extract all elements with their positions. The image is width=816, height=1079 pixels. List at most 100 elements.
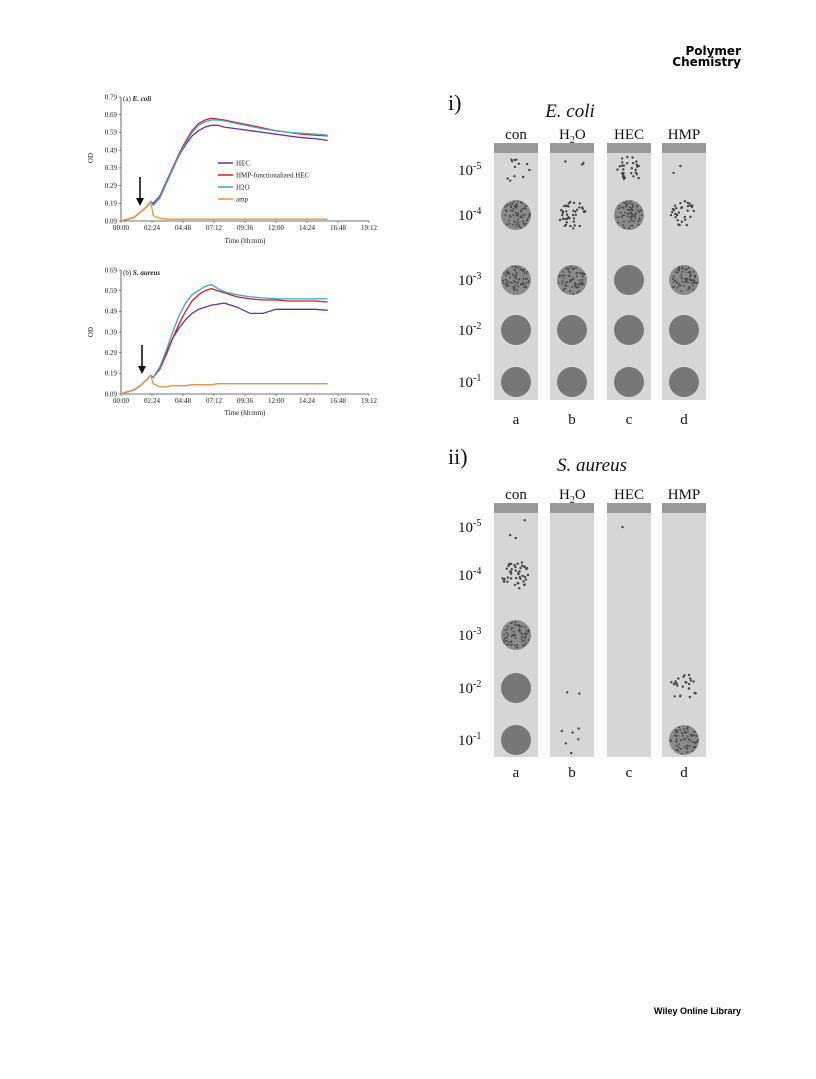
- colony-dot: [630, 218, 633, 221]
- colony-dot: [631, 203, 633, 205]
- colony-dot: [560, 729, 564, 733]
- colony-dot: [517, 213, 519, 216]
- colony-dot: [521, 640, 524, 643]
- colony-dot: [516, 562, 519, 565]
- x-tick-label: 02:24: [144, 224, 160, 232]
- colony-dot: [570, 265, 572, 268]
- colony-dot: [581, 273, 584, 276]
- colony-dot: [523, 575, 527, 579]
- colony-dot: [688, 695, 692, 699]
- colony-dot: [505, 274, 507, 277]
- colony-dot: [524, 213, 526, 216]
- colony-dot: [524, 278, 527, 280]
- agar-strip: [607, 503, 651, 757]
- colony-dot: [513, 276, 516, 279]
- colony-dot: [673, 682, 677, 685]
- colony-dot: [503, 641, 506, 644]
- colony-dot: [578, 290, 580, 293]
- colony-dot: [633, 220, 635, 223]
- colony-dot: [571, 731, 574, 734]
- colony-dot: [690, 282, 693, 285]
- colony-dot: [520, 209, 522, 212]
- colony-dot: [508, 223, 511, 225]
- colony-dot: [506, 640, 508, 642]
- series-line-amp: [120, 374, 328, 395]
- colony-dot: [520, 632, 523, 635]
- colony-dot: [510, 209, 512, 212]
- colony-dot: [514, 284, 517, 287]
- colony-dot: [686, 747, 689, 750]
- colony-dot: [509, 570, 513, 573]
- colony-dot: [522, 175, 525, 179]
- column-header-h2o: H2O: [559, 127, 586, 146]
- colony-dot: [511, 621, 513, 624]
- colony-dot: [679, 729, 682, 731]
- x-tick-label: 07:12: [206, 224, 222, 232]
- colony-dot: [697, 739, 699, 741]
- colony-dot: [687, 730, 689, 733]
- colony-dot: [686, 744, 688, 747]
- colony-dot: [680, 206, 684, 209]
- colony-dot: [511, 273, 514, 276]
- colony-dot: [520, 283, 523, 286]
- colony-dot: [572, 209, 575, 212]
- colony-dot: [520, 564, 524, 567]
- column-header-hec: HEC: [614, 127, 644, 143]
- colony-dot: [676, 287, 679, 289]
- colony-dot: [574, 284, 576, 287]
- colony-dot: [621, 161, 624, 164]
- colony-dot: [565, 204, 568, 207]
- panel-b-xlabel: Time (hh:mm): [225, 409, 266, 417]
- colony-dot: [618, 165, 621, 168]
- colony-dot: [513, 205, 516, 207]
- colony-dot: [505, 567, 508, 570]
- colony-dot: [622, 168, 625, 171]
- x-tick-label: 04:48: [175, 397, 191, 405]
- colony-dot: [578, 206, 581, 209]
- colony-dot: [678, 266, 680, 269]
- colony-dot: [689, 733, 692, 736]
- colony-dot: [522, 277, 525, 280]
- colony-dot: [511, 626, 514, 629]
- colony-dot: [582, 161, 585, 165]
- colony-dot: [561, 282, 564, 285]
- colony-dot: [509, 281, 512, 284]
- column-letter-d: d: [680, 765, 688, 781]
- colony-dot: [627, 208, 629, 211]
- strip-top-edge: [607, 503, 651, 513]
- colony-dot: [563, 274, 566, 276]
- x-tick-label: 14:24: [299, 397, 315, 405]
- colony-dot: [675, 735, 678, 737]
- colony-dot: [515, 205, 518, 208]
- colony-dot: [578, 202, 581, 205]
- colony-dot: [511, 643, 513, 646]
- colony-dot: [512, 207, 515, 210]
- colony-dot: [524, 207, 527, 210]
- colony-dot: [507, 625, 509, 628]
- column-header-h2o: H2O: [559, 487, 586, 506]
- colony-dot: [513, 175, 516, 178]
- colony-dot: [523, 272, 526, 275]
- colony-dot: [561, 217, 565, 220]
- colony-dot: [683, 284, 686, 287]
- colony-dot: [581, 206, 584, 209]
- colony-dot: [685, 681, 688, 684]
- colony-dot: [638, 211, 640, 214]
- colony-dot: [684, 737, 687, 740]
- colony-dot: [520, 635, 523, 638]
- column-header-o: O: [575, 127, 586, 143]
- colony-dot: [635, 212, 637, 214]
- legend-entry: amp: [236, 196, 249, 204]
- colony-dot: [575, 283, 578, 286]
- column-letter-a: a: [513, 412, 520, 428]
- strip-top-edge: [550, 143, 594, 153]
- colony-dot: [514, 536, 517, 540]
- colony-dot: [561, 280, 564, 282]
- colony-dot: [523, 222, 525, 225]
- colony-dot: [689, 677, 692, 680]
- colony-dot: [679, 202, 682, 205]
- dilution-label: 10-4: [458, 566, 481, 584]
- x-tick-label: 19:12: [361, 397, 377, 405]
- colony-dot: [510, 206, 512, 209]
- colony-dot: [677, 223, 680, 226]
